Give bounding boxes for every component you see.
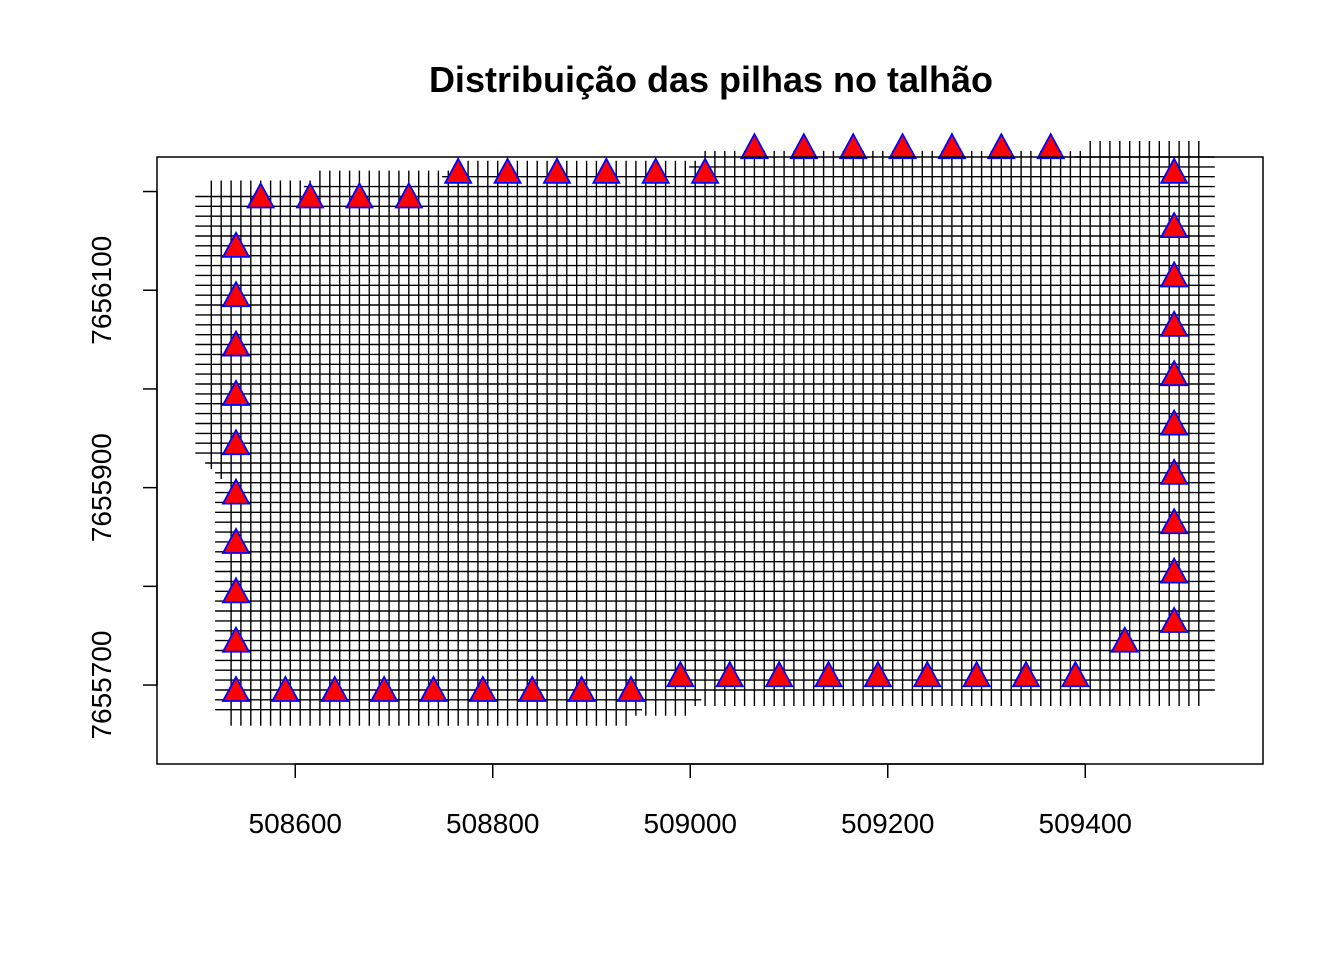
pilha-marker [246,181,276,209]
pilha-marker [221,329,251,357]
pilha-marker [1159,260,1189,288]
pilha-marker [912,660,942,688]
pilha-marker [1159,211,1189,239]
pilha-marker [1159,408,1189,436]
field-point-grid [195,141,1215,726]
pilha-marker [295,181,325,209]
pilha-marker [221,428,251,456]
pilha-marker [1159,507,1189,535]
pilha-marker [221,230,251,258]
pilha-marker [937,132,967,160]
pilha-marker [394,181,424,209]
pilha-marker [221,477,251,505]
pilha-marker [369,675,399,702]
y-tick-label: 7655700 [86,631,117,740]
pilha-marker [641,156,671,184]
pilha-marker [739,132,769,160]
pilha-marker [221,576,251,604]
pilha-marker [888,132,918,160]
field-points-layer [195,141,1215,726]
pilha-marker [715,660,745,688]
x-tick-label: 509400 [1039,808,1132,839]
pilha-marker [591,156,621,184]
pilha-marker [1110,625,1140,653]
pilha-marker [270,675,300,702]
pilha-marker [221,675,251,702]
pilha-marker [616,675,646,702]
pilha-marker [1159,605,1189,633]
x-tick-label: 508800 [446,808,539,839]
y-tick-label: 7655900 [86,433,117,542]
pilha-marker [517,675,547,702]
pilha-marker [986,132,1016,160]
pilha-marker [1159,556,1189,584]
x-tick-label: 509200 [841,808,934,839]
pilha-marker [344,181,374,209]
x-axis: 508600 508800 509000 509200 509400 [249,763,1132,839]
pilha-marker [764,660,794,688]
x-tick-label: 508600 [249,808,342,839]
pilha-marker [1159,309,1189,337]
pilha-marker [221,280,251,308]
pilha-marker [418,675,449,702]
pilha-marker [1036,132,1066,160]
pilha-marker [1011,660,1041,688]
pilha-marker [468,675,498,702]
pilha-marker [863,660,893,688]
plot-frame [156,156,1264,765]
pilha-marker [1159,359,1189,387]
pilha-marker [542,156,572,184]
pilha-marker [813,660,844,688]
pilha-marker [1060,660,1090,688]
pilha-marker [665,660,695,688]
y-tick-label: 7656100 [86,236,117,345]
x-tick-label: 509000 [644,808,737,839]
pilha-marker [962,660,992,688]
pilha-marker [838,132,868,160]
pilha-marker [690,156,720,184]
pilha-marker [320,675,350,702]
y-axis: 7655700 7655900 7656100 [86,190,158,740]
pilha-marker [1159,156,1189,184]
pilha-marker [789,132,819,160]
pilha-marker [443,156,473,184]
pilha-marker [221,625,251,653]
pilha-marker [221,378,251,406]
pilha-marker [493,156,523,184]
pilhas-markers-layer [221,132,1189,702]
chart-title: Distribuição das pilhas no talhão [429,59,993,100]
pilha-marker [1159,457,1189,485]
pilha-marker [567,675,597,702]
pilha-marker [221,527,251,554]
